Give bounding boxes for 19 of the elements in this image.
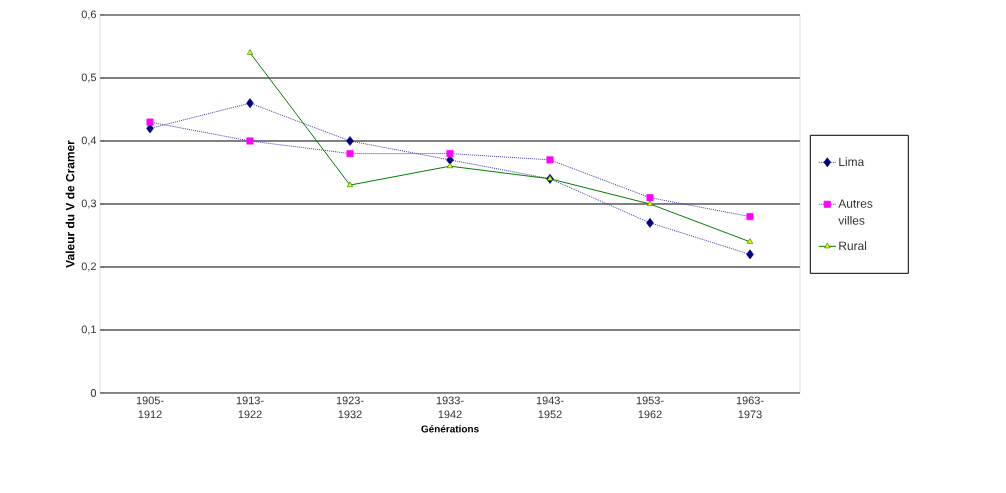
x-tick-label: 1933-1942 bbox=[436, 396, 464, 419]
y-tick-label: 0,6 bbox=[81, 10, 97, 20]
x-tick-label: 1953-1962 bbox=[636, 396, 664, 419]
x-axis-title: Générations bbox=[421, 425, 479, 433]
y-tick-label: 0,2 bbox=[81, 262, 96, 272]
legend-label: Lima bbox=[839, 157, 865, 167]
y-tick-label: 0,5 bbox=[81, 73, 97, 83]
x-tick-label: 1923-1932 bbox=[336, 396, 364, 419]
y-tick-label: 0,1 bbox=[81, 325, 96, 335]
y-tick-label: 0,4 bbox=[81, 136, 97, 146]
x-tick-label: 1963-1973 bbox=[736, 396, 764, 419]
x-tick-label: 1943-1952 bbox=[536, 396, 564, 419]
legend-label: Rural bbox=[839, 241, 867, 251]
legend-label: Autres villes bbox=[838, 199, 873, 225]
x-tick-label: 1913-1922 bbox=[236, 396, 264, 419]
y-tick-label: 0 bbox=[90, 389, 97, 397]
x-tick-label: 1905-1912 bbox=[136, 396, 164, 419]
y-tick-label: 0,3 bbox=[81, 199, 97, 209]
y-axis-title: Valeur du V de Cramer bbox=[65, 140, 75, 268]
